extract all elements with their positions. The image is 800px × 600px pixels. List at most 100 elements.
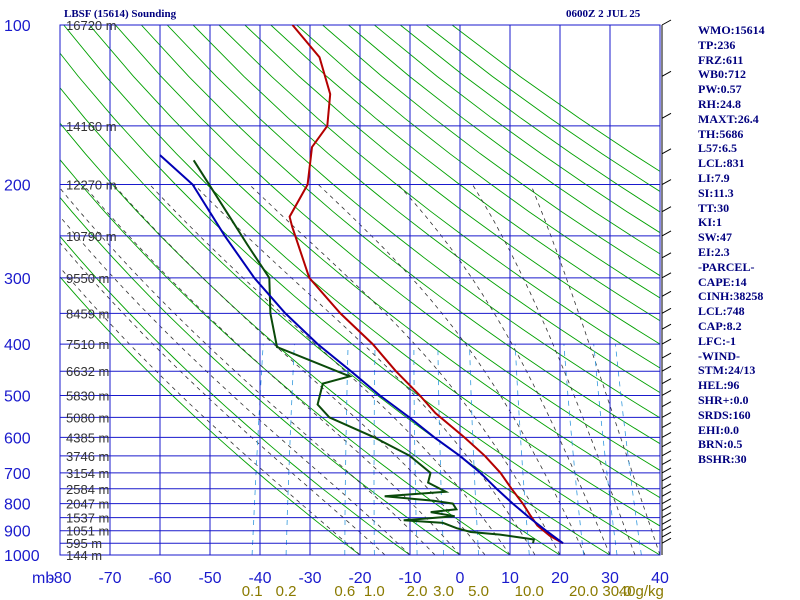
index-item: EHI:0.0	[698, 422, 740, 437]
mixing-ratio-label: 3.0	[433, 583, 454, 600]
height-label: 2047 m	[66, 497, 109, 512]
dewpoint-line	[192, 159, 536, 544]
index-item: EI:2.3	[698, 244, 730, 259]
parcel-line	[159, 154, 564, 545]
index-item: CAP:8.2	[698, 318, 742, 333]
wind-barb	[661, 422, 672, 429]
mixing-ratio-label: 5.0	[468, 583, 489, 600]
index-item: LCL:748	[698, 304, 745, 319]
pressure-tick-label: 900	[4, 524, 31, 541]
height-label: 16720 m	[66, 18, 117, 33]
temperature-tick-label: -50	[198, 570, 221, 587]
wind-barb	[661, 252, 672, 259]
wind-barb	[661, 378, 672, 385]
wind-barb	[661, 441, 672, 448]
index-item: HEL:96	[698, 378, 740, 393]
height-label: 1537 m	[66, 511, 109, 526]
height-label: 12270 m	[66, 178, 117, 193]
height-label: 7510 m	[66, 337, 109, 352]
wind-barb	[661, 518, 672, 525]
height-label: 8459 m	[66, 306, 109, 321]
wind-barb	[661, 206, 672, 213]
wind-barb	[661, 490, 672, 497]
index-item: CAPE:14	[698, 274, 747, 289]
height-label: 5080 m	[66, 410, 109, 425]
wind-barb	[661, 307, 672, 314]
index-item: LCL:831	[698, 156, 745, 171]
temperature-tick-label: -30	[298, 570, 321, 587]
pressure-tick-label: 200	[4, 178, 31, 195]
wind-barb	[661, 498, 672, 505]
height-label: 4385 m	[66, 430, 109, 445]
index-item: WMO:15614	[698, 23, 765, 37]
background-lines	[60, 25, 660, 555]
mixing-ratio-label: 0.6	[334, 583, 355, 600]
moist-adiabat	[149, 184, 511, 555]
wind-barb	[661, 390, 672, 396]
temperature-tick-label: 0	[456, 570, 465, 587]
index-item: SW:47	[698, 230, 733, 245]
wind-barb	[661, 531, 672, 538]
index-item: MAXT:26.4	[698, 111, 759, 126]
mixing-ratio-label: 1.0	[364, 583, 385, 600]
index-item: TT:30	[698, 200, 730, 215]
index-item: RH:24.8	[698, 96, 741, 111]
index-item: -PARCEL-	[698, 259, 755, 274]
pressure-tick-label: 800	[4, 497, 31, 514]
wind-barb	[661, 112, 672, 119]
index-item: FRZ:611	[698, 52, 744, 67]
wind-barb	[661, 230, 672, 237]
temperature-tick-label: 20	[551, 570, 569, 587]
station-title: LBSF (15614) Sounding	[64, 8, 177, 20]
wind-barb	[661, 290, 672, 297]
pressure-tick-label: 600	[4, 430, 31, 447]
temperature-line	[288, 25, 564, 545]
mixing-ratio-line	[251, 344, 264, 555]
index-item: LI:7.9	[698, 170, 730, 185]
dry-adiabat	[60, 235, 411, 555]
wind-barb	[661, 19, 672, 26]
temperature-tick-label: -40	[248, 570, 271, 587]
plot-frame	[59, 24, 661, 556]
height-label: 5830 m	[66, 388, 109, 403]
mixing-ratio-label: 10.0	[515, 583, 544, 600]
pressure-tick-label: 1000	[4, 548, 40, 565]
temperature-tick-label: -10	[398, 570, 421, 587]
mixing-ratio-line	[593, 344, 618, 555]
index-item: SI:11.3	[698, 185, 734, 200]
wind-barb	[661, 431, 672, 438]
pressure-tick-label: 400	[4, 337, 31, 354]
wind-barb	[661, 338, 672, 345]
pressure-tick-label: 700	[4, 466, 31, 483]
wind-barb	[661, 179, 672, 185]
wind-barb	[661, 70, 672, 77]
temperature-tick-label: 30	[601, 570, 619, 587]
height-label: 3746 m	[66, 449, 109, 464]
index-item: LFC:-1	[698, 333, 736, 348]
moist-adiabat	[472, 184, 636, 555]
wind-barb	[661, 505, 672, 512]
mixing-ratio-line	[563, 344, 584, 555]
index-item: KI:1	[698, 215, 722, 230]
dry-adiabat	[63, 25, 660, 527]
moist-adiabat	[60, 187, 436, 555]
index-item: STM:24/13	[698, 363, 756, 378]
temperature-tick-label: -60	[148, 570, 171, 587]
wind-barb	[661, 459, 672, 465]
index-item: TH:5686	[698, 126, 744, 141]
wind-barb	[661, 272, 672, 279]
height-label: 3154 m	[66, 466, 109, 481]
profile-lines	[159, 25, 564, 545]
pressure-unit-label: mb	[32, 570, 54, 587]
temperature-tick-label: -80	[48, 570, 71, 587]
index-item: L57:6.5	[698, 141, 737, 156]
wind-barb	[661, 512, 672, 519]
dry-adiabat	[89, 25, 660, 499]
wind-barb	[661, 467, 672, 474]
mixing-ratio-label: 40g/kg	[619, 583, 664, 600]
index-item: WB0:712	[698, 67, 746, 82]
wind-barb	[661, 483, 672, 490]
wind-barb	[661, 352, 672, 359]
height-label: 2584 m	[66, 482, 109, 497]
